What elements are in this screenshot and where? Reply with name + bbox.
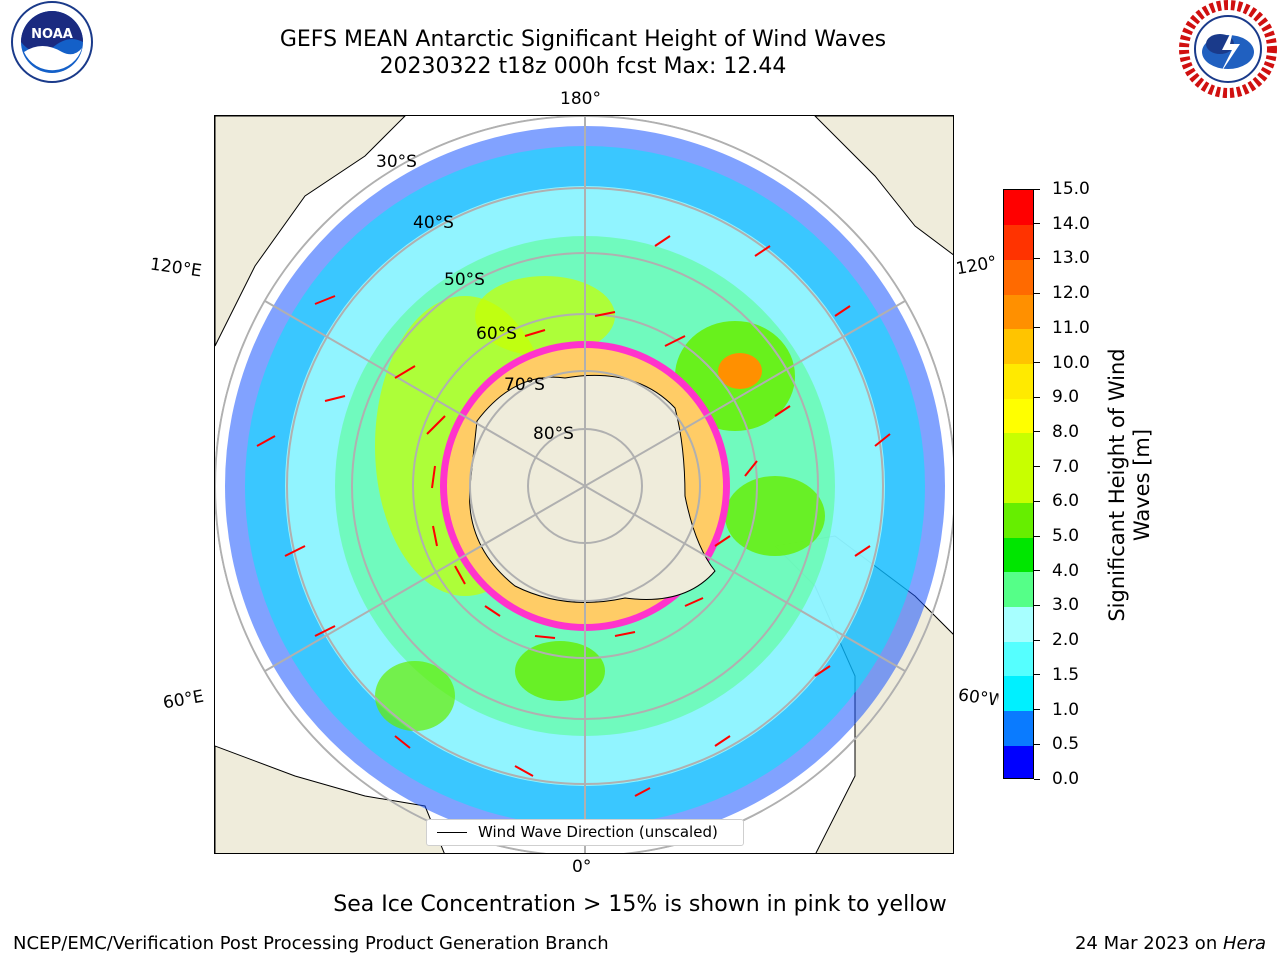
colorbar-tick: [1034, 743, 1040, 745]
colorbar-segment: [1004, 641, 1033, 677]
footer-right: 24 Mar 2023 on Hera: [1075, 933, 1266, 955]
colorbar-segment: [1004, 467, 1033, 503]
colorbar-segment: [1004, 606, 1033, 642]
colorbar-tick-label: 4.0: [1052, 560, 1080, 581]
noaa-logo-icon: NOAA: [11, 1, 93, 83]
colorbar-tick-label: 9.0: [1052, 387, 1080, 408]
colorbar-tick: [1034, 500, 1040, 502]
colorbar-tick-label: 15.0: [1052, 179, 1090, 199]
colorbar-tick-label: 8.0: [1052, 421, 1080, 442]
colorbar: [1003, 189, 1034, 779]
colorbar-segment: [1004, 710, 1033, 746]
colorbar-tick: [1034, 292, 1040, 294]
colorbar-tick: [1034, 639, 1040, 641]
colorbar-tick-label: 6.0: [1052, 491, 1080, 512]
colorbar-tick-label: 5.0: [1052, 526, 1080, 547]
colorbar-tick-label: 2.0: [1052, 630, 1080, 651]
colorbar-tick: [1034, 327, 1040, 329]
colorbar-tick-label: 1.5: [1052, 664, 1080, 685]
colorbar-tick: [1034, 362, 1040, 364]
colorbar-tick: [1034, 674, 1040, 676]
map-canvas: [215, 116, 953, 853]
colorbar-tick-label: 0.5: [1052, 734, 1080, 755]
label-120e: 120°E: [148, 254, 203, 282]
footer-date: 24 Mar 2023 on: [1074, 933, 1223, 954]
legend-label: Wind Wave Direction (unscaled): [478, 823, 718, 841]
label-50s: 50°S: [444, 270, 485, 290]
label-60s: 60°S: [476, 324, 517, 344]
colorbar-tick-label: 3.0: [1052, 595, 1080, 616]
colorbar-segment: [1004, 294, 1033, 330]
colorbar-segment: [1004, 398, 1033, 434]
colorbar-tick-label: 7.0: [1052, 456, 1080, 477]
colorbar-segment: [1004, 571, 1033, 607]
label-80s: 80°S: [533, 424, 574, 444]
title-line-2: 20230322 t18z 000h fcst Max: 12.44: [379, 54, 787, 79]
wave-height-map: [214, 115, 954, 854]
colorbar-tick: [1034, 604, 1040, 606]
nws-logo-icon: [1179, 0, 1277, 98]
colorbar-segment: [1004, 432, 1033, 469]
colorbar-tick-label: 1.0: [1052, 699, 1080, 720]
colorbar-tick-label: 11.0: [1052, 317, 1090, 338]
colorbar-tick-label: 0.0: [1052, 769, 1080, 789]
colorbar-segment: [1004, 190, 1033, 226]
colorbar-segment: [1004, 363, 1033, 399]
colorbar-segment: [1004, 328, 1033, 365]
map-legend: Wind Wave Direction (unscaled): [426, 819, 744, 846]
legend-line-swatch: [437, 832, 467, 833]
footer-host: Hera: [1222, 933, 1266, 954]
sea-ice-note: Sea Ice Concentration > 15% is shown in …: [333, 892, 947, 917]
label-70s: 70°S: [504, 375, 545, 395]
label-30s: 30°S: [376, 152, 417, 172]
colorbar-segment: [1004, 502, 1033, 538]
label-60e: 60°E: [161, 686, 206, 714]
colorbar-segment: [1004, 675, 1033, 712]
footer-left: NCEP/EMC/Verification Post Processing Pr…: [13, 933, 609, 954]
colorbar-tick: [1034, 431, 1040, 433]
colorbar-tick: [1034, 257, 1040, 259]
colorbar-tick: [1034, 778, 1040, 780]
colorbar-tick: [1034, 466, 1040, 468]
colorbar-tick: [1034, 396, 1040, 398]
colorbar-segment: [1004, 537, 1033, 573]
colorbar-tick-label: 13.0: [1052, 248, 1090, 269]
colorbar-segment: [1004, 745, 1033, 778]
colorbar-tick-label: 10.0: [1052, 352, 1090, 373]
label-60w: 60°W: [956, 685, 1000, 711]
colorbar-segment: [1004, 259, 1033, 295]
colorbar-tick-label: 14.0: [1052, 213, 1090, 234]
svg-text:NOAA: NOAA: [31, 27, 73, 42]
colorbar-tick-label: 12.0: [1052, 283, 1090, 304]
label-0: 0°: [572, 857, 592, 877]
label-120w: 120°W: [954, 252, 998, 280]
label-40s: 40°S: [413, 213, 454, 233]
colorbar-tick: [1034, 709, 1040, 711]
colorbar-segment: [1004, 224, 1033, 260]
label-180: 180°: [560, 89, 601, 109]
colorbar-tick: [1034, 188, 1040, 190]
colorbar-tick: [1034, 570, 1040, 572]
colorbar-tick: [1034, 223, 1040, 225]
title-line-1: GEFS MEAN Antarctic Significant Height o…: [279, 27, 887, 52]
colorbar-title: Significant Height of Wind Waves [m]: [1105, 348, 1154, 622]
colorbar-tick: [1034, 535, 1040, 537]
